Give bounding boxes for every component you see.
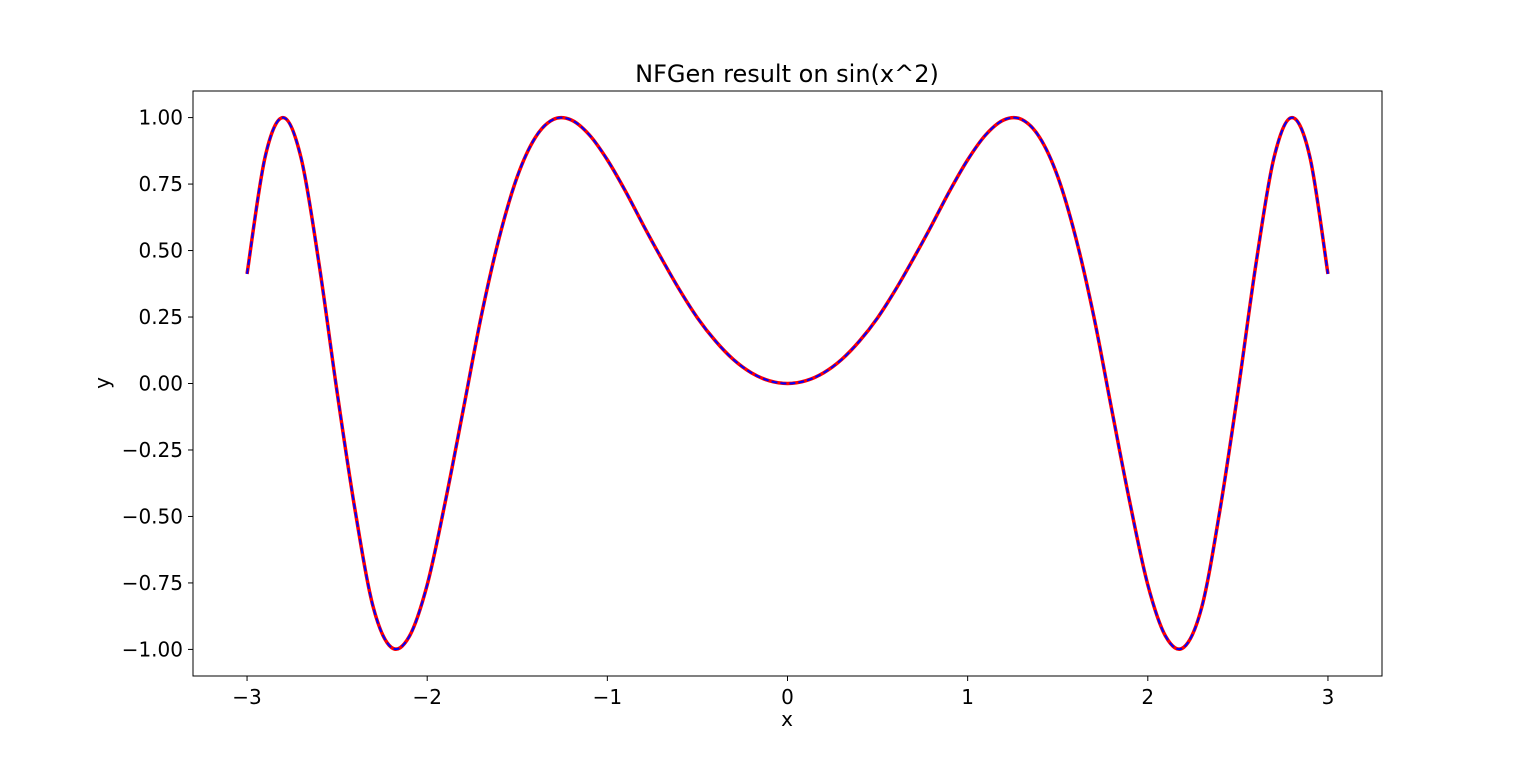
y-tick-label: 1.00 <box>138 106 183 130</box>
x-axis-label: x <box>781 707 793 731</box>
x-tick-label: 1 <box>961 685 974 709</box>
y-axis: −1.00 −0.75 −0.50 −0.25 0.00 0.25 0.50 0.75 1.00 <box>122 106 193 661</box>
y-tick-label: 0.25 <box>138 305 183 329</box>
y-tick-label: 0.75 <box>138 172 183 196</box>
y-tick-label: −0.50 <box>122 504 183 528</box>
x-tick-label: −1 <box>593 685 622 709</box>
y-axis-label: y <box>90 377 114 389</box>
series-line-1 <box>245 115 1330 651</box>
y-tick-label: 0.50 <box>138 239 183 263</box>
x-tick-label: −2 <box>412 685 441 709</box>
x-axis: −3 −2 −1 0 1 2 3 <box>232 676 1334 709</box>
y-tick-label: 0.00 <box>138 372 183 396</box>
x-tick-label: 3 <box>1322 685 1335 709</box>
y-tick-label: −1.00 <box>122 637 183 661</box>
chart-title: NFGen result on sin(x^2) <box>635 60 939 88</box>
x-tick-label: 0 <box>781 685 794 709</box>
series-line-2 <box>246 116 1329 651</box>
series-layer <box>245 115 1330 651</box>
y-tick-label: −0.25 <box>122 438 183 462</box>
x-tick-label: −3 <box>232 685 261 709</box>
y-tick-label: −0.75 <box>122 571 183 595</box>
x-tick-label: 2 <box>1141 685 1154 709</box>
